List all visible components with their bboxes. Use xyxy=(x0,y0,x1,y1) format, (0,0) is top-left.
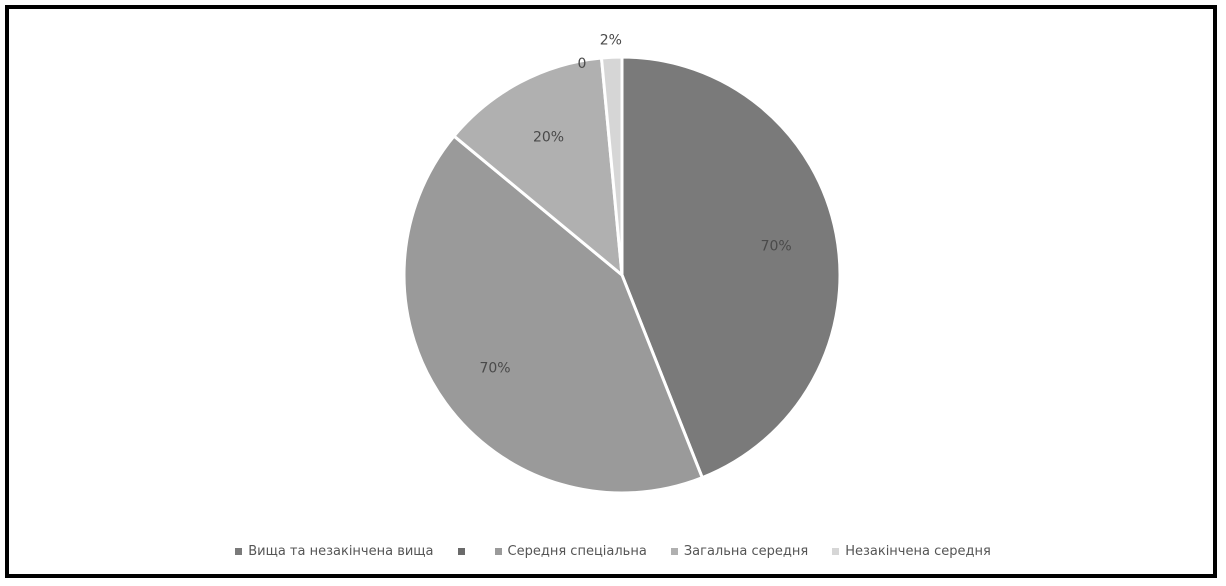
legend-item-empty xyxy=(457,547,471,555)
data-label-incomplete-secondary: 2% xyxy=(600,32,622,48)
legend-label-secondary-special: Середня спеціальна xyxy=(507,543,647,559)
legend-label-incomplete-secondary: Незакінчена середня xyxy=(845,543,991,559)
data-label-zero: 0 xyxy=(578,56,587,72)
legend-swatch-secondary-special xyxy=(494,547,502,555)
legend-item-incomplete-secondary: Незакінчена середня xyxy=(832,544,991,559)
legend-swatch-higher xyxy=(235,547,243,555)
legend-label-higher: Вища та незакінчена вища xyxy=(248,543,434,559)
pie-slice-incomplete-secondary xyxy=(599,55,624,276)
legend-label-general-secondary: Загальна середня xyxy=(683,543,809,559)
legend-item-secondary-special: Середня спеціальна xyxy=(494,543,647,559)
pie-slice-secondary-special xyxy=(402,133,705,495)
data-label-higher: 70% xyxy=(761,239,792,255)
pie-slice-higher xyxy=(620,55,842,480)
pie-slice-general-secondary xyxy=(451,56,624,279)
legend: Вища та незакінчена вища Середня спеціал… xyxy=(0,540,1226,562)
legend-item-general-secondary: Загальна середня xyxy=(670,543,809,559)
legend-item-higher: Вища та незакінчена вища xyxy=(235,543,434,559)
data-label-secondary-special: 70% xyxy=(479,360,510,376)
data-label-general-secondary: 20% xyxy=(533,129,564,145)
legend-swatch-incomplete-secondary xyxy=(832,547,840,555)
legend-swatch-empty xyxy=(457,547,465,555)
legend-swatch-general-secondary xyxy=(670,547,678,555)
